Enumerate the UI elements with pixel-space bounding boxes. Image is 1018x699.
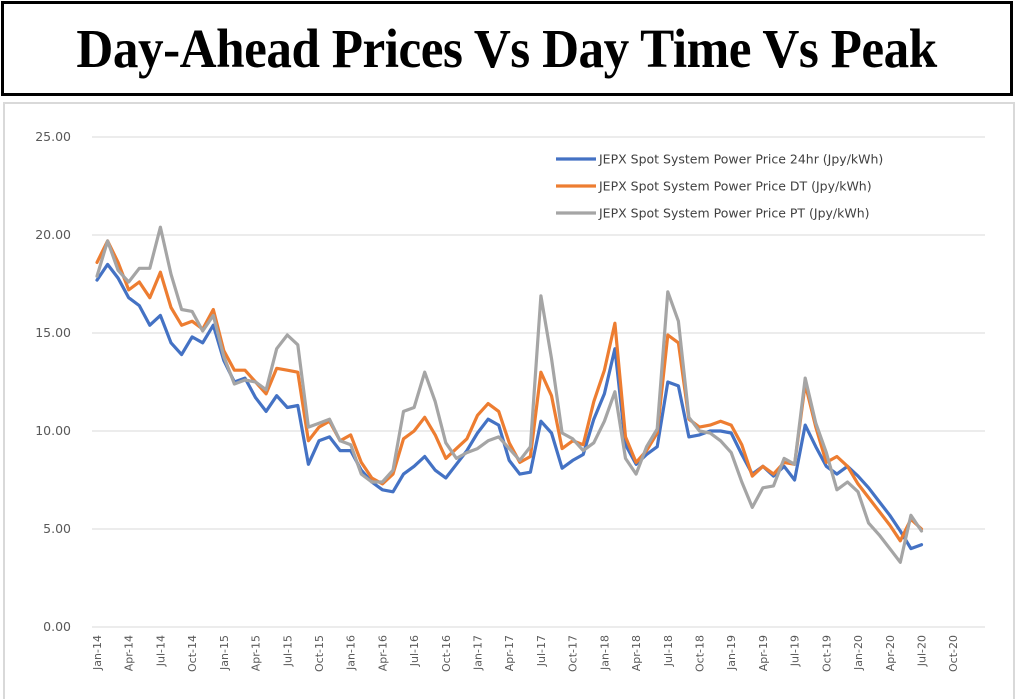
y-tick-label: 5.00 (43, 521, 71, 536)
legend-label: JEPX Spot System Power Price 24hr (Jpy/k… (598, 152, 883, 167)
x-tick-label: Jul-14 (154, 635, 167, 667)
series-line-1 (95, 262, 924, 551)
series-line-3 (95, 225, 924, 564)
x-tick-label: Apr-16 (376, 635, 389, 671)
x-tick-label: Jul-16 (408, 635, 421, 667)
x-tick-label: Jul-20 (915, 635, 928, 667)
x-tick-label: Oct-15 (313, 635, 326, 672)
y-tick-label: 0.00 (43, 619, 71, 634)
x-tick-label: Jul-15 (281, 635, 294, 667)
x-tick-label: Jul-17 (535, 635, 548, 667)
x-tick-label: Apr-18 (630, 635, 643, 671)
chart-area (3, 102, 1015, 699)
x-tick-label: Oct-20 (947, 635, 960, 672)
x-tick-label: Apr-19 (757, 635, 770, 671)
x-tick-label: Jul-19 (789, 635, 802, 667)
legend: JEPX Spot System Power Price 24hr (Jpy/k… (556, 152, 883, 221)
x-tick-label: Oct-16 (440, 635, 453, 672)
x-tick-label: Jan-19 (725, 635, 738, 671)
legend-label: JEPX Spot System Power Price PT (Jpy/kWh… (598, 206, 870, 221)
x-tick-label: Apr-20 (884, 635, 897, 671)
y-tick-label: 25.00 (35, 129, 71, 144)
x-tick-label: Jan-20 (852, 635, 865, 671)
series-lines (95, 225, 924, 564)
legend-label: JEPX Spot System Power Price DT (Jpy/kWh… (598, 179, 872, 194)
x-tick-label: Jul-18 (662, 635, 675, 667)
x-tick-label: Jan-18 (598, 635, 611, 671)
x-tick-label: Jan-17 (472, 635, 485, 671)
x-tick-label: Apr-14 (123, 635, 136, 671)
x-tick-label: Apr-15 (250, 635, 263, 671)
y-tick-label: 15.00 (35, 325, 71, 340)
y-tick-label: 10.00 (35, 423, 71, 438)
x-tick-label: Oct-18 (693, 635, 706, 672)
x-tick-label: Jan-14 (91, 635, 104, 671)
x-tick-label: Jan-15 (218, 635, 231, 671)
chart-title: Day-Ahead Prices Vs Day Time Vs Peak (76, 18, 938, 79)
y-axis-ticks: 0.00 5.00 10.00 15.00 20.00 25.00 (35, 129, 71, 634)
x-tick-label: Oct-17 (567, 635, 580, 672)
x-tick-label: Oct-19 (820, 635, 833, 672)
x-tick-label: Oct-14 (186, 635, 199, 672)
x-tick-label: Jan-16 (345, 635, 358, 671)
y-tick-label: 20.00 (35, 227, 71, 242)
x-axis-ticks: Jan-14 Apr-14 Jul-14 Oct-14 Jan-15 Apr-15 Jul-… (91, 635, 960, 672)
chart-title-box: Day-Ahead Prices Vs Day Time Vs Peak (1, 1, 1013, 96)
x-tick-label: Apr-17 (503, 635, 516, 671)
series-line-2 (95, 239, 924, 543)
